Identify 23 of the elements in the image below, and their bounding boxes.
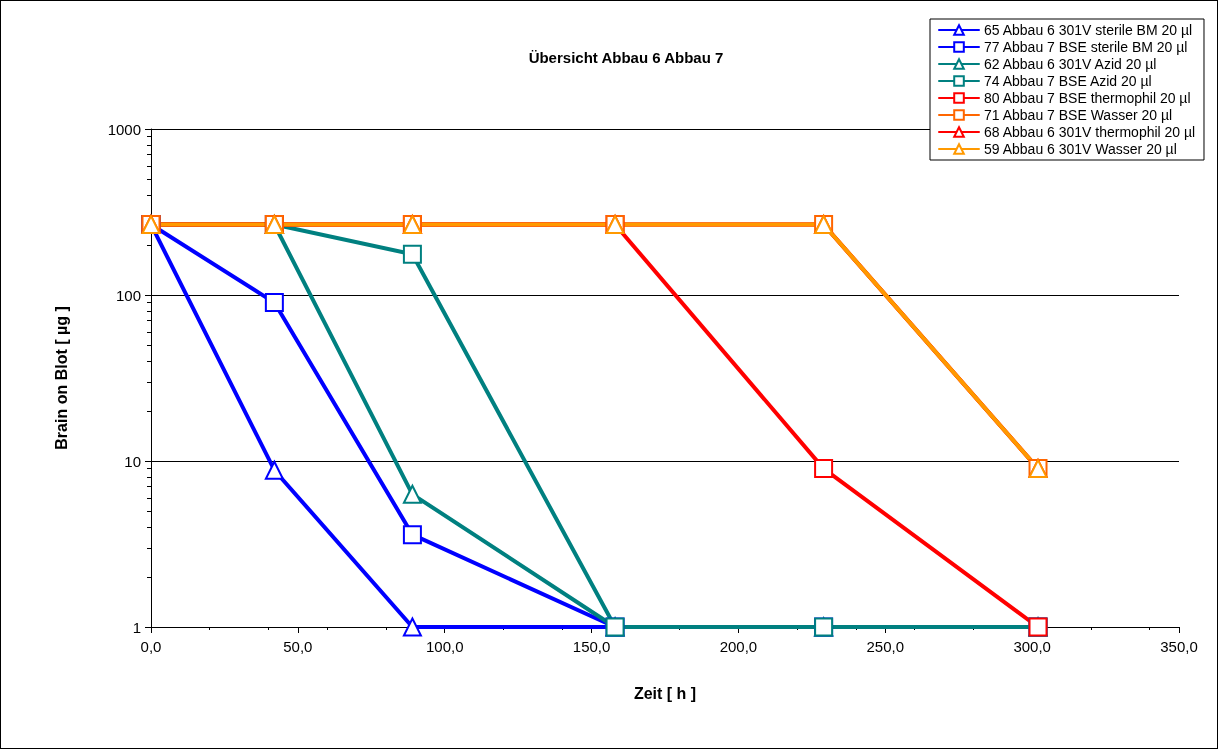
- legend-label: 77 Abbau 7 BSE sterile BM 20 µl: [984, 39, 1188, 55]
- y-axis-title: Brain on Blot [ µg ]: [52, 306, 70, 450]
- legend-label: 71 Abbau 7 BSE Wasser 20 µl: [984, 107, 1173, 123]
- x-axis-title: Zeit [ h ]: [633, 684, 697, 702]
- x-tick-label: 0,0: [140, 638, 162, 655]
- x-tick-label: 100,0: [425, 638, 464, 655]
- legend-label: 74 Abbau 7 BSE Azid 20 µl: [984, 73, 1152, 89]
- legend-label: 80 Abbau 7 BSE thermophil 20 µl: [984, 90, 1191, 106]
- x-tick-label: 200,0: [719, 638, 758, 655]
- legend-label: 65 Abbau 6 301V sterile BM 20 µl: [984, 22, 1193, 38]
- x-tick-label: 50,0: [283, 638, 313, 655]
- y-tick-label: 1: [132, 618, 141, 636]
- legend-label: 68 Abbau 6 301V thermophil 20 µl: [984, 124, 1196, 140]
- x-tick-label: 150,0: [572, 638, 611, 655]
- legend-label: 59 Abbau 6 301V Wasser 20 µl: [984, 141, 1177, 157]
- x-tick-label: 350,0: [1160, 638, 1198, 655]
- x-tick-label: 250,0: [866, 638, 905, 655]
- chart-title: Übersicht Abbau 6 Abbau 7: [528, 49, 724, 66]
- y-tick-label: 1000: [107, 120, 141, 138]
- legend-label: 62 Abbau 6 301V Azid 20 µl: [984, 56, 1157, 72]
- y-tick-label: 100: [115, 286, 141, 304]
- x-tick-label: 300,0: [1013, 638, 1051, 655]
- y-tick-label: 10: [124, 452, 141, 470]
